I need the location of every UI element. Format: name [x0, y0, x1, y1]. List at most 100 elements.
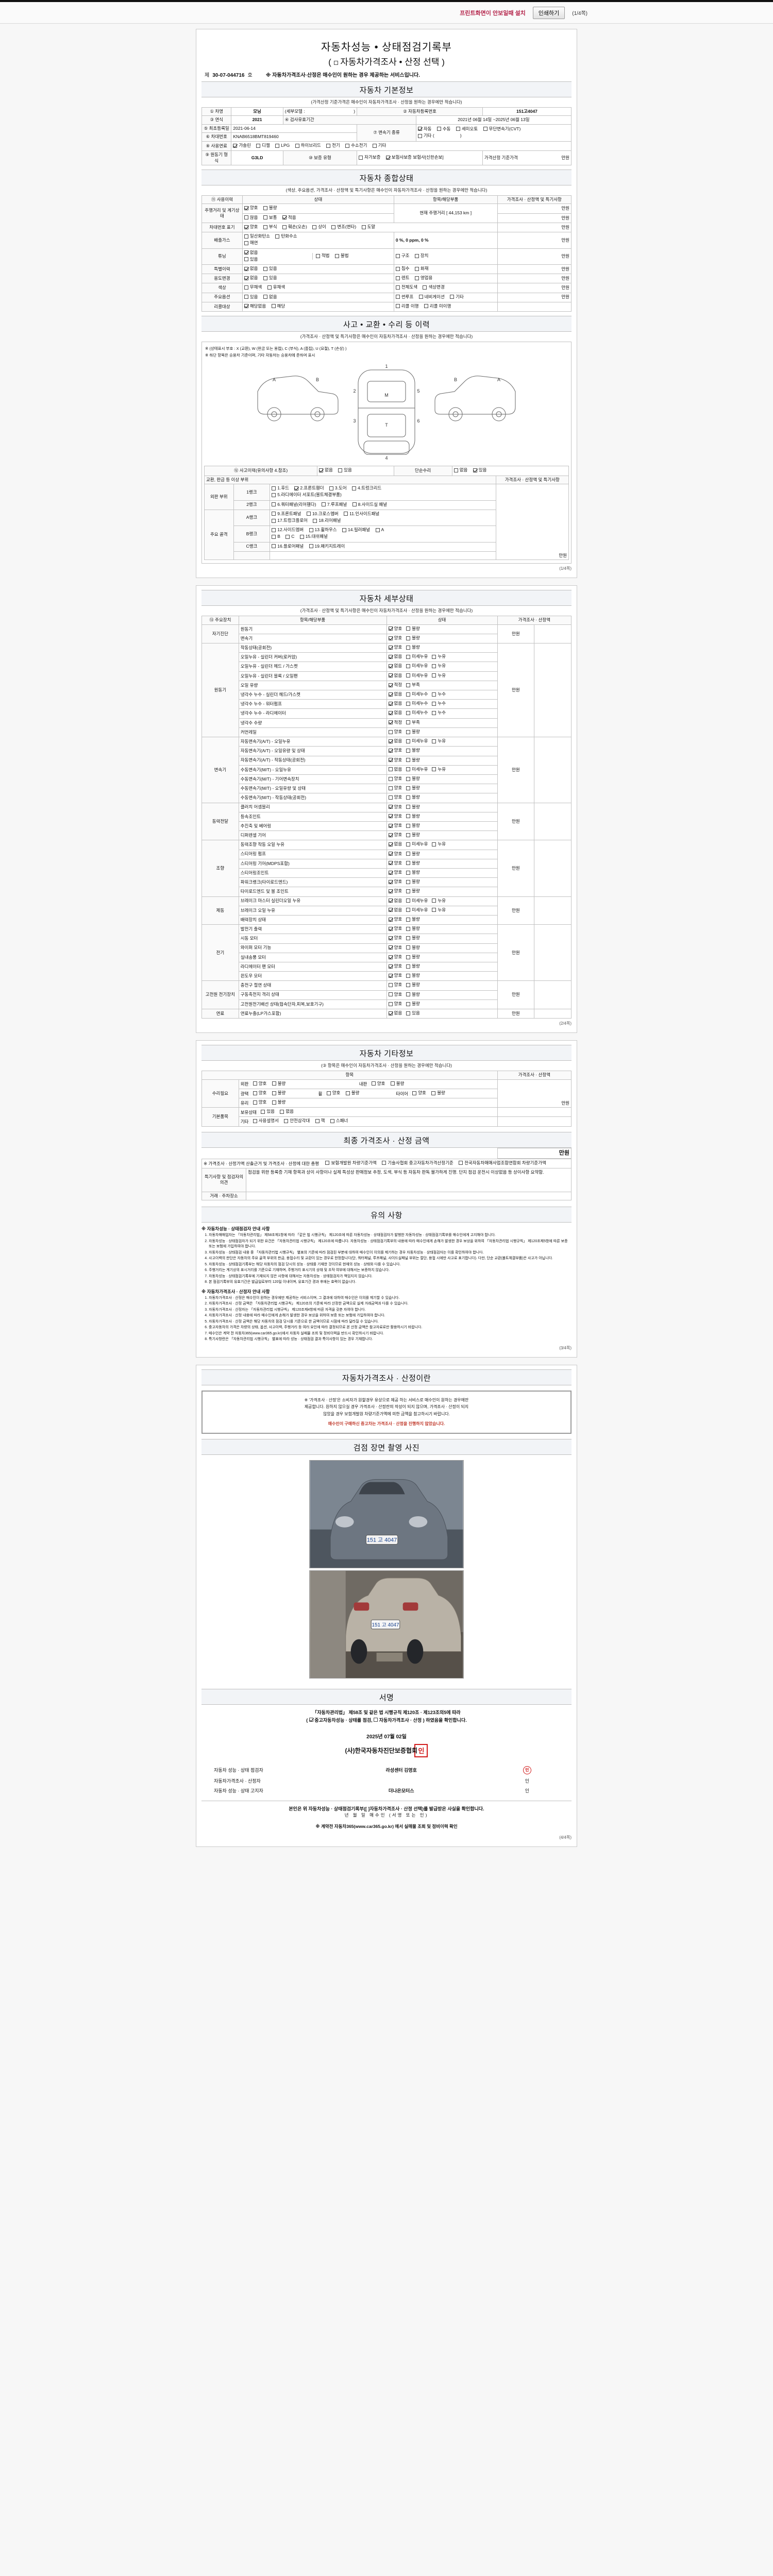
cb-detail-7-2-0[interactable]: 양호: [388, 1001, 402, 1007]
price-survey-checkbox[interactable]: [333, 61, 338, 65]
checkbox-icon[interactable]: [244, 225, 248, 229]
cb-detail-3-1-0[interactable]: 양호: [388, 814, 402, 819]
cb-mainoption-yes[interactable]: 있음: [244, 294, 258, 300]
cb-recall-done[interactable]: 리콜 이행: [395, 303, 418, 309]
cb-part-radiator-support[interactable]: 5.라디에이터 서포트(볼트체결부품): [272, 492, 342, 498]
cb-part-sidesill[interactable]: 8.사이드실 패널: [352, 502, 387, 507]
checkbox-icon[interactable]: [284, 1119, 289, 1124]
cb-detail-6-5-0[interactable]: 양호: [388, 973, 402, 978]
checkbox-icon[interactable]: [432, 702, 436, 706]
cb-detail-5-2-1[interactable]: 불량: [406, 917, 420, 922]
checkbox-icon[interactable]: [261, 1110, 265, 1114]
checkbox-icon[interactable]: [272, 1091, 276, 1095]
checkbox-icon[interactable]: [388, 964, 393, 969]
cb-tuning-none[interactable]: 없음: [244, 250, 258, 256]
checkbox-icon[interactable]: [345, 143, 350, 148]
checkbox-icon[interactable]: [388, 805, 393, 809]
cb-tuning-legal[interactable]: 적법: [315, 253, 330, 259]
cb-transmission-0[interactable]: 자동: [417, 126, 431, 132]
cb-detail-8-0-1[interactable]: 있음: [406, 1010, 420, 1016]
cb-option-nav[interactable]: 네비게이션: [418, 294, 445, 300]
checkbox-icon[interactable]: [263, 206, 267, 211]
checkbox-icon[interactable]: [473, 468, 477, 473]
cb-detail-1-6-2[interactable]: 누수: [432, 701, 446, 706]
checkbox-icon[interactable]: [406, 702, 411, 706]
checkbox-icon[interactable]: [244, 250, 248, 255]
cb-usechange-rent[interactable]: 렌트: [395, 275, 409, 281]
checkbox-icon[interactable]: [436, 127, 441, 131]
cb-vinmark-0[interactable]: 양호: [244, 224, 258, 230]
checkbox-icon[interactable]: [388, 692, 393, 697]
cb-option-sunroof[interactable]: 썬루프: [395, 294, 413, 300]
checkbox-icon[interactable]: [272, 1100, 276, 1105]
checkbox-icon[interactable]: [406, 992, 411, 997]
checkbox-icon[interactable]: [338, 468, 343, 473]
checkbox-icon[interactable]: [388, 917, 393, 922]
cb-part-trunkfloor[interactable]: 17.트렁크플로어: [272, 518, 308, 523]
cb-usechange-biz[interactable]: 영업용: [414, 275, 432, 281]
checkbox-icon[interactable]: [388, 908, 393, 912]
cb-detail-1-3-1[interactable]: 미세누유: [406, 673, 428, 679]
checkbox-icon[interactable]: [326, 143, 331, 148]
checkbox-icon[interactable]: [406, 973, 411, 978]
cb-detail-2-3-2[interactable]: 누유: [432, 767, 446, 772]
checkbox-icon[interactable]: [388, 936, 393, 941]
checkbox-icon[interactable]: [406, 964, 411, 969]
cb-special-yes[interactable]: 있음: [263, 266, 277, 272]
checkbox-icon[interactable]: [253, 1091, 257, 1095]
checkbox-icon[interactable]: [406, 833, 411, 837]
cb-repair-4-good[interactable]: 양호: [412, 1090, 426, 1096]
checkbox-icon[interactable]: [388, 758, 393, 762]
cb-part-sidemember[interactable]: 12.사이드멤버: [272, 527, 304, 533]
checkbox-icon[interactable]: [280, 1110, 284, 1114]
cb-detail-4-3-1[interactable]: 불량: [406, 870, 420, 875]
checkbox-icon[interactable]: [272, 535, 276, 539]
cb-detail-6-3-0[interactable]: 양호: [388, 954, 402, 960]
cb-basic-spanner[interactable]: 스패너: [330, 1118, 348, 1124]
cb-color-chromatic[interactable]: 유채색: [267, 284, 285, 290]
checkbox-icon[interactable]: [406, 814, 411, 819]
checkbox-icon[interactable]: [388, 926, 393, 931]
checkbox-icon[interactable]: [395, 276, 400, 280]
checkbox-icon[interactable]: [309, 528, 313, 532]
cb-fuel-2[interactable]: LPG: [275, 143, 290, 148]
checkbox-icon[interactable]: [388, 1002, 393, 1006]
cb-detail-2-5-0[interactable]: 양호: [388, 785, 402, 791]
cb-detail-1-7-2[interactable]: 누수: [432, 710, 446, 716]
checkbox-icon[interactable]: [342, 528, 347, 532]
checkbox-icon[interactable]: [390, 1081, 395, 1086]
cb-detail-2-6-1[interactable]: 불량: [406, 794, 420, 800]
cb-repair-3-bad[interactable]: 불량: [345, 1090, 359, 1096]
checkbox-icon[interactable]: [388, 842, 393, 847]
cb-tuning-illegal[interactable]: 불법: [334, 253, 349, 259]
checkbox-icon[interactable]: [315, 1119, 320, 1124]
checkbox-icon[interactable]: [406, 917, 411, 922]
checkbox-icon[interactable]: [359, 155, 363, 160]
cb-detail-7-2-1[interactable]: 불량: [406, 1001, 420, 1007]
cb-detail-2-0-0[interactable]: 없음: [388, 738, 402, 744]
cb-fuel-5[interactable]: 수소전기: [345, 143, 367, 148]
checkbox-icon[interactable]: [388, 983, 393, 988]
cb-tuning-yes[interactable]: 있음: [244, 257, 258, 262]
checkbox-icon[interactable]: [344, 512, 348, 516]
checkbox-icon[interactable]: [385, 155, 390, 160]
checkbox-icon[interactable]: [299, 535, 304, 539]
checkbox-icon[interactable]: [244, 266, 248, 271]
cb-transmission-other[interactable]: 기타 (): [417, 133, 462, 139]
checkbox-icon[interactable]: [406, 795, 411, 800]
inspection-checkbox[interactable]: [309, 1718, 313, 1722]
checkbox-icon[interactable]: [432, 655, 436, 659]
checkbox-icon[interactable]: [388, 636, 393, 640]
checkbox-icon[interactable]: [406, 983, 411, 988]
checkbox-icon[interactable]: [406, 636, 411, 640]
cb-part-hood[interactable]: 1.후드: [272, 485, 289, 491]
checkbox-icon[interactable]: [388, 992, 393, 997]
cb-fuel-0[interactable]: 가솔린: [233, 143, 251, 148]
cb-vinmark-2[interactable]: 훼손(오손): [282, 224, 307, 230]
cb-part-roof[interactable]: 7.루프패널: [321, 502, 347, 507]
cb-detail-0-1-1[interactable]: 불량: [406, 635, 420, 641]
cb-usechange-none[interactable]: 없음: [244, 275, 258, 281]
cb-detail-1-4-0[interactable]: 적정: [388, 682, 402, 688]
checkbox-icon[interactable]: [406, 655, 411, 659]
cb-color-achromatic[interactable]: 무채색: [244, 284, 262, 290]
